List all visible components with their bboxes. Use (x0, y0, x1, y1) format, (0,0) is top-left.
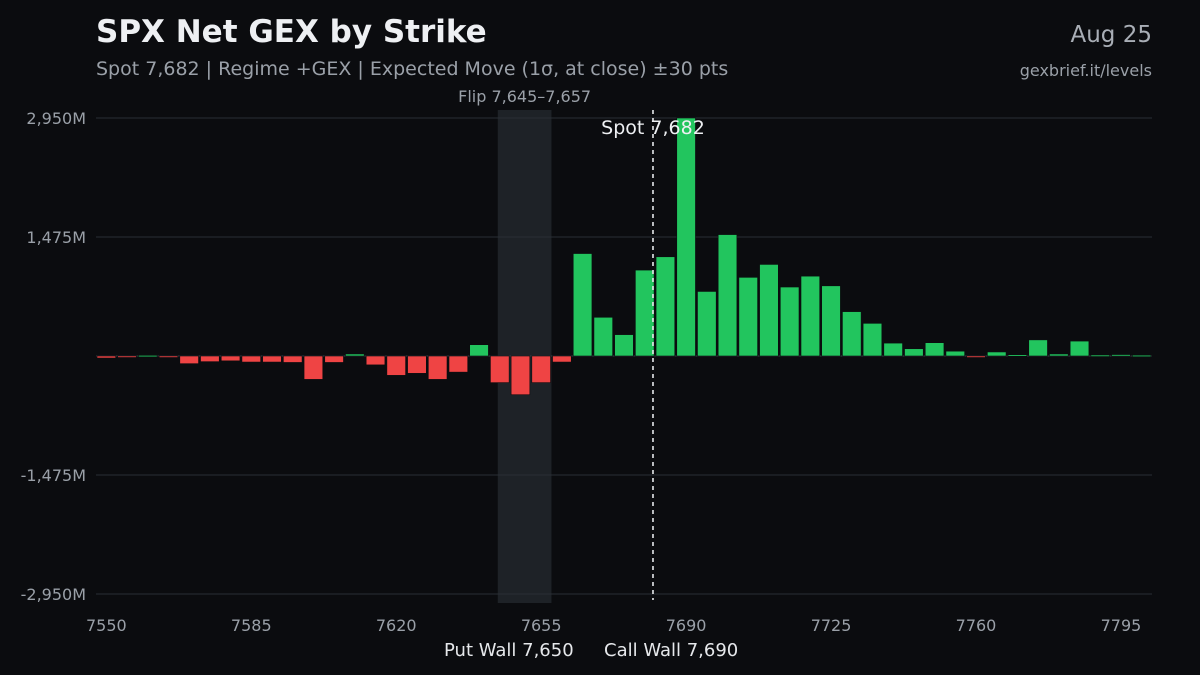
gex-bar (987, 351, 1007, 357)
date-label: Aug 25 (1070, 22, 1153, 48)
gex-bar (572, 253, 593, 357)
x-tick-label: 7655 (521, 616, 562, 635)
gex-bar (655, 256, 676, 357)
gex-bar (635, 269, 655, 357)
x-tick-label: 7550 (86, 616, 127, 635)
gex-bar (593, 316, 613, 357)
x-tick-label: 7585 (231, 616, 272, 635)
gex-bar (96, 355, 117, 359)
gex-bar (821, 285, 841, 357)
gex-bar (759, 264, 779, 357)
gex-bar (676, 117, 696, 357)
gex-bar (1007, 354, 1028, 357)
put-wall-label: Put Wall 7,650 (444, 640, 574, 661)
x-tick-label: 7760 (956, 616, 997, 635)
gex-bar (904, 348, 924, 357)
gex-bar (262, 355, 282, 363)
gex-bar (1090, 354, 1110, 357)
gex-bar (427, 355, 448, 380)
gex-bar (966, 355, 986, 358)
gex-bar (138, 355, 158, 358)
gex-bar (1069, 340, 1090, 357)
x-tick-label: 7795 (1101, 616, 1142, 635)
gex-bar (324, 355, 344, 363)
gex-bar (158, 355, 179, 358)
x-tick-label: 7620 (376, 616, 417, 635)
gex-bar (1049, 353, 1069, 357)
gex-bar (117, 355, 137, 358)
gex-bar (1111, 354, 1131, 357)
gex-bar (510, 355, 531, 396)
call-wall-label: Call Wall 7,690 (604, 640, 739, 661)
chart-subtitle: Spot 7,682 | Regime +GEX | Expected Move… (96, 58, 729, 80)
gex-bar (179, 355, 199, 364)
y-tick-label: 1,475M (26, 228, 86, 247)
y-tick-label: -1,475M (21, 466, 86, 485)
x-tick-label: 7725 (811, 616, 852, 635)
gex-bar (717, 234, 738, 357)
gex-bar (924, 342, 945, 357)
gex-bar (200, 355, 220, 362)
gex-bar (241, 355, 261, 363)
source-label: gexbrief.it/levels (1019, 61, 1152, 80)
gex-bar (220, 355, 241, 362)
gex-bar (800, 275, 821, 357)
gex-bar (738, 277, 758, 357)
gex-bar (779, 286, 800, 357)
gex-bar (345, 353, 365, 357)
chart-title: SPX Net GEX by Strike (96, 14, 487, 50)
gex-bar (552, 355, 572, 363)
gex-bar (614, 334, 634, 357)
gex-bar (303, 355, 324, 380)
gex-bar (1131, 354, 1152, 357)
gex-bar (386, 355, 406, 376)
gex-bar (448, 355, 469, 373)
x-tick-label: 7690 (666, 616, 707, 635)
gex-bar (283, 355, 303, 363)
spot-label: Spot 7,682 (601, 117, 705, 139)
gex-bar (945, 350, 965, 357)
y-tick-label: -2,950M (21, 585, 86, 604)
gex-bar (883, 342, 903, 357)
y-tick-label: 2,950M (26, 109, 86, 128)
gex-bar (862, 323, 883, 357)
gex-bar (697, 291, 717, 357)
gex-bar (531, 355, 551, 383)
flip-zone-label: Flip 7,645–7,657 (458, 87, 591, 106)
gex-bar (1028, 339, 1048, 357)
gex-bar (490, 355, 510, 383)
gex-bar (407, 355, 427, 374)
gex-bar (365, 355, 386, 366)
gex-bar (842, 311, 862, 357)
gex-bar (469, 344, 489, 357)
